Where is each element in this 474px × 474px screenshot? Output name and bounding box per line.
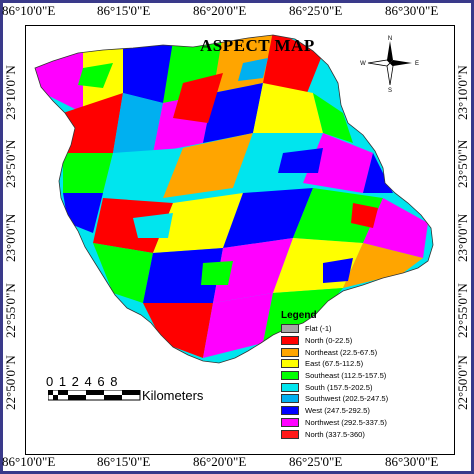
right-coord-label: 22°50'0"N: [455, 355, 470, 410]
top-coord-label: 86°20'0"E: [193, 3, 247, 18]
legend-swatch: [281, 394, 299, 404]
legend-label: Southwest (202.5-247.5): [305, 394, 389, 404]
left-coord-label: 23°10'0"N: [3, 65, 18, 120]
legend-title: Legend: [281, 310, 317, 321]
left-coord-label: 22°55'0"N: [3, 283, 18, 338]
legend-label: North (337.5-360): [305, 429, 365, 439]
legend-swatch: [281, 336, 299, 346]
west-label: W: [360, 61, 366, 67]
map-neatline: [25, 25, 455, 455]
legend-label: Northwest (292.5-337.5): [305, 417, 387, 427]
legend-label: Northeast (22.5-67.5): [305, 347, 378, 357]
north-arrow-icon: N S E W: [360, 36, 419, 93]
legend-label: South (157.5-202.5): [305, 382, 373, 392]
legend-label: East (67.5-112.5): [305, 359, 364, 369]
left-coord-label: 23°0'0"N: [3, 213, 18, 262]
legend-swatch: [281, 324, 299, 334]
scale-bar-graphic: [48, 390, 141, 401]
bottom-coord-label: 86°15'0"E: [97, 454, 151, 469]
legend: Legend Flat (-1) North (0-22.5) Northeast …: [275, 310, 445, 440]
top-coord-label: 86°25'0"E: [289, 3, 343, 18]
right-coord-label: 23°0'0"N: [455, 213, 470, 262]
north-label: N: [388, 36, 392, 42]
map-title: ASPECT MAP: [200, 36, 315, 55]
legend-item: West (247.5-292.5): [275, 405, 445, 417]
legend-label: North (0-22.5): [305, 336, 353, 346]
legend-item: Northeast (22.5-67.5): [275, 346, 445, 358]
right-coord-label: 23°5'0"N: [455, 139, 470, 188]
legend-item: North (0-22.5): [275, 335, 445, 347]
south-label: S: [388, 88, 392, 93]
legend-item: East (67.5-112.5): [275, 358, 445, 370]
legend-swatch: [281, 371, 299, 381]
bottom-coord-label: 86°10'0"E: [2, 454, 56, 469]
legend-item: North (337.5-360): [275, 428, 445, 440]
legend-item: South (157.5-202.5): [275, 381, 445, 393]
top-coord-label: 86°15'0"E: [97, 3, 151, 18]
left-coord-label: 23°5'0"N: [3, 139, 18, 188]
legend-swatch: [281, 429, 299, 439]
legend-item: Flat (-1): [275, 323, 445, 335]
legend-item: Southeast (112.5-157.5): [275, 370, 445, 382]
legend-swatch: [281, 417, 299, 427]
region-boundary: [34, 34, 434, 364]
bottom-coord-label: 86°25'0"E: [289, 454, 343, 469]
legend-swatch: [281, 382, 299, 392]
bottom-coord-label: 86°30'0"E: [385, 454, 439, 469]
legend-label: Flat (-1): [305, 324, 332, 334]
legend-item: Southwest (202.5-247.5): [275, 393, 445, 405]
legend-swatch: [281, 406, 299, 416]
right-coord-label: 23°10'0"N: [455, 65, 470, 120]
scale-units: Kilometers: [142, 388, 204, 403]
left-coord-label: 22°50'0"N: [3, 355, 18, 410]
top-coord-label: 86°10'0"E: [2, 3, 56, 18]
bottom-coord-label: 86°20'0"E: [193, 454, 247, 469]
aspect-map-canvas: [34, 34, 434, 364]
legend-label: Southeast (112.5-157.5): [305, 371, 387, 381]
scale-numbers: 0 1 2 4 6 8: [46, 374, 119, 389]
top-coord-label: 86°30'0"E: [385, 3, 439, 18]
legend-swatch: [281, 347, 299, 357]
legend-items: Flat (-1) North (0-22.5) Northeast (22.5-6…: [275, 323, 445, 440]
east-label: E: [415, 61, 419, 67]
legend-swatch: [281, 359, 299, 369]
legend-label: West (247.5-292.5): [305, 406, 370, 416]
legend-item: Northwest (292.5-337.5): [275, 417, 445, 429]
right-coord-label: 22°55'0"N: [455, 283, 470, 338]
